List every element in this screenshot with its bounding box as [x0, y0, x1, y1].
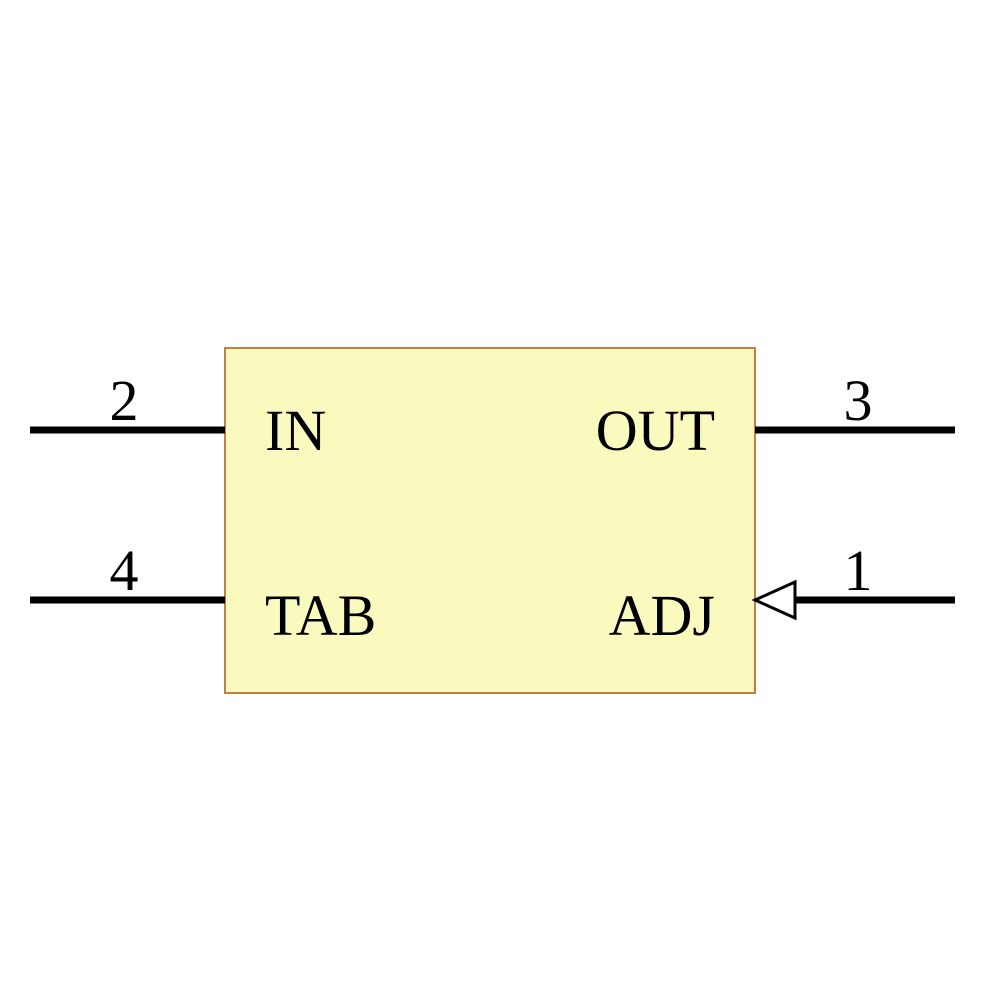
schematic-symbol: 2 IN 4 TAB 3 OUT 1 ADJ [0, 0, 1000, 1000]
pin-arrow-icon [755, 582, 795, 618]
pin-label: IN [265, 398, 326, 463]
pin-number: 2 [110, 368, 139, 433]
pin-label: ADJ [609, 583, 715, 648]
pin-label: OUT [596, 398, 715, 463]
pin-number: 3 [844, 368, 873, 433]
pin-number: 1 [844, 538, 873, 603]
pin-number: 4 [110, 538, 139, 603]
pin-label: TAB [265, 583, 376, 648]
